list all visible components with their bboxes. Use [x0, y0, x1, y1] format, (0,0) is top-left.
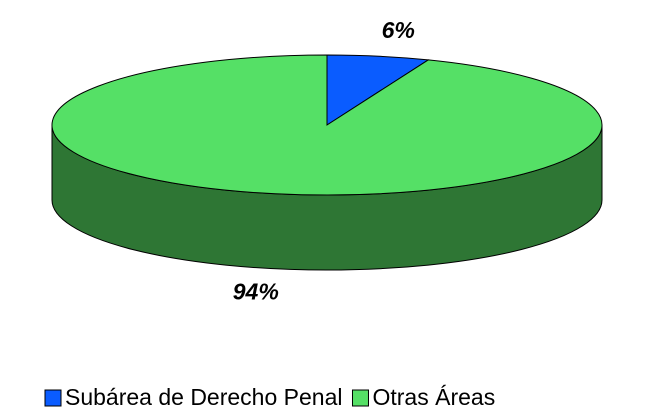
value-label: 94% — [233, 278, 279, 304]
legend-label: Otras Áreas — [372, 384, 495, 410]
slice — [51, 54, 603, 196]
legend-label: Subárea de Derecho Penal — [65, 384, 342, 410]
legend-swatch — [351, 389, 369, 407]
value-label: 6% — [382, 17, 415, 43]
legend-swatch — [44, 389, 62, 407]
